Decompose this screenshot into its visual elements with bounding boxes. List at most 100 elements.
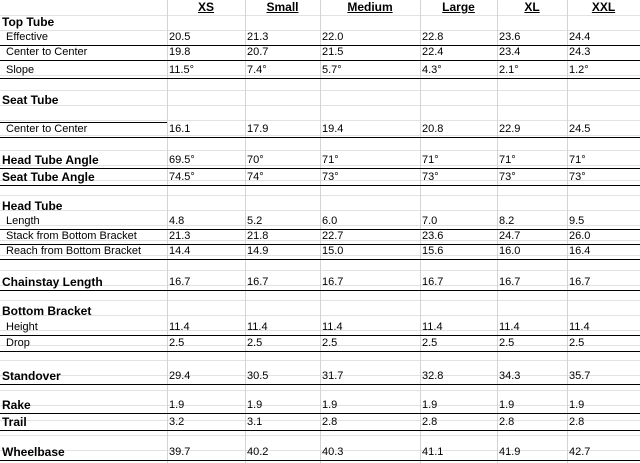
value-cell: 20.7 <box>247 46 269 58</box>
value-cell: 16.7 <box>499 276 521 288</box>
row-label: Center to Center <box>6 123 88 135</box>
value-cell: 73° <box>422 171 439 183</box>
value-cell: 11.4 <box>322 321 343 333</box>
value-cell: 42.7 <box>569 446 591 458</box>
value-cell: 15.0 <box>322 245 344 257</box>
row-rule <box>0 244 640 245</box>
value-cell: 16.7 <box>422 276 444 288</box>
grid-line <box>245 0 246 463</box>
value-cell: 16.7 <box>169 276 191 288</box>
value-cell: 11.4 <box>247 321 268 333</box>
value-cell: 16.1 <box>169 123 191 135</box>
row-rule <box>0 137 640 138</box>
row-rule <box>0 384 640 385</box>
value-cell: 3.1 <box>247 416 263 428</box>
section-label: Seat Tube <box>2 93 59 107</box>
value-cell: 2.1° <box>499 64 519 76</box>
row-label: Center to Center <box>6 46 88 58</box>
value-cell: 2.8 <box>569 416 585 428</box>
section-label: Seat Tube Angle <box>2 170 95 184</box>
grid-line <box>420 0 421 463</box>
value-cell: 2.5 <box>569 337 585 349</box>
value-cell: 20.5 <box>169 31 191 43</box>
value-cell: 74.5° <box>169 171 195 183</box>
value-cell: 4.3° <box>422 64 442 76</box>
value-cell: 23.6 <box>422 230 444 242</box>
section-label: Trail <box>2 415 27 429</box>
value-cell: 71° <box>422 154 439 166</box>
row-label: Height <box>6 321 38 333</box>
value-cell: 22.9 <box>499 123 521 135</box>
value-cell: 20.8 <box>422 123 444 135</box>
value-cell: 39.7 <box>169 446 191 458</box>
value-cell: 73° <box>569 171 586 183</box>
value-cell: 21.5 <box>322 46 344 58</box>
value-cell: 19.8 <box>169 46 191 58</box>
value-cell: 11.4 <box>422 321 443 333</box>
grid-line <box>497 0 498 463</box>
section-label: Chainstay Length <box>2 275 103 289</box>
value-cell: 1.9 <box>169 399 185 411</box>
value-cell: 16.4 <box>569 245 591 257</box>
section-label: Bottom Bracket <box>2 304 92 318</box>
column-header: Medium <box>347 0 393 14</box>
value-cell: 4.8 <box>169 215 185 227</box>
value-cell: 69.5° <box>169 154 195 166</box>
value-cell: 21.3 <box>169 230 191 242</box>
row-rule <box>0 185 640 186</box>
row-rule <box>0 60 640 61</box>
value-cell: 24.3 <box>569 46 591 58</box>
value-cell: 22.8 <box>422 31 444 43</box>
value-cell: 1.9 <box>422 399 438 411</box>
value-cell: 7.0 <box>422 215 438 227</box>
value-cell: 41.1 <box>422 446 444 458</box>
value-cell: 2.5 <box>322 337 338 349</box>
column-header: XXL <box>591 0 616 14</box>
value-cell: 35.7 <box>569 370 591 382</box>
value-cell: 19.4 <box>322 123 344 135</box>
value-cell: 70° <box>247 154 264 166</box>
value-cell: 24.4 <box>569 31 591 43</box>
row-rule <box>0 168 640 169</box>
value-cell: 1.9 <box>322 399 338 411</box>
value-cell: 1.9 <box>499 399 515 411</box>
value-cell: 22.0 <box>322 31 344 43</box>
value-cell: 2.5 <box>422 337 438 349</box>
row-rule <box>0 413 640 414</box>
row-rule <box>0 460 640 461</box>
value-cell: 1.9 <box>247 399 263 411</box>
value-cell: 24.7 <box>499 230 521 242</box>
row-label: Drop <box>6 337 30 349</box>
row-rule <box>0 122 167 123</box>
grid-line <box>320 0 321 463</box>
value-cell: 2.8 <box>499 416 515 428</box>
column-header: Large <box>442 0 475 14</box>
row-label: Stack from Bottom Bracket <box>6 230 137 242</box>
value-cell: 23.6 <box>499 31 521 43</box>
value-cell: 11.4 <box>169 321 190 333</box>
row-label: Slope <box>6 64 35 76</box>
column-header: XL <box>524 0 540 14</box>
section-label: Head Tube Angle <box>2 153 99 167</box>
value-cell: 40.2 <box>247 446 269 458</box>
value-cell: 11.5° <box>169 64 194 76</box>
value-cell: 16.7 <box>569 276 591 288</box>
value-cell: 29.4 <box>169 370 191 382</box>
value-cell: 2.5 <box>169 337 185 349</box>
value-cell: 26.0 <box>569 230 591 242</box>
row-rule <box>0 430 640 431</box>
grid-line <box>167 0 168 463</box>
value-cell: 2.5 <box>499 337 515 349</box>
section-label: Rake <box>2 398 31 412</box>
value-cell: 2.5 <box>247 337 263 349</box>
value-cell: 6.0 <box>322 215 338 227</box>
value-cell: 34.3 <box>499 370 521 382</box>
value-cell: 71° <box>569 154 586 166</box>
column-header: XS <box>197 0 214 14</box>
row-rule <box>0 335 640 336</box>
section-label: Top Tube <box>2 15 55 29</box>
row-rule <box>0 351 640 352</box>
row-rule <box>0 229 640 230</box>
section-label: Wheelbase <box>2 445 65 459</box>
